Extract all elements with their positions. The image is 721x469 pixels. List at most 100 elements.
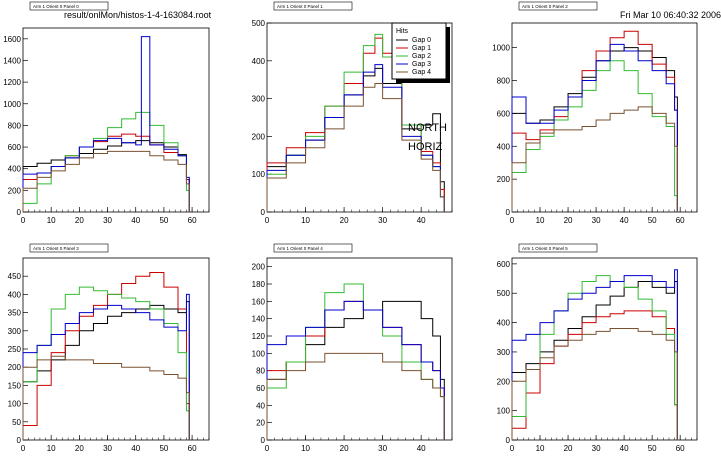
y-tick-label: 200 [8,186,22,195]
x-tick-label: 20 [340,216,349,225]
y-tick-label: 600 [497,260,511,269]
series-gap-3 [22,293,190,440]
x-tick-label: 0 [21,216,26,225]
y-tick-label: 200 [252,132,266,141]
y-tick-label: 1200 [3,78,21,87]
x-tick-label: 40 [131,216,140,225]
x-tick-label: 60 [188,216,197,225]
x-tick-label: 40 [620,216,629,225]
x-tick-label: 30 [592,216,601,225]
panel-title: Arm 1 Orient 0 Panel 5 [522,246,568,251]
y-tick-label: 50 [12,418,21,427]
y-tick-label: 300 [497,348,511,357]
x-tick-label: 0 [510,444,515,453]
series-gap-3 [511,269,678,440]
x-tick-label: 40 [417,216,426,225]
y-tick-label: 0 [17,436,22,445]
y-tick-label: 200 [497,175,511,184]
panel-title-box [273,1,353,11]
y-tick-label: 400 [497,319,511,328]
panel-title-box [29,243,109,253]
x-tick-label: 20 [564,216,573,225]
panel-title: Arm 1 Orient 0 Panel 2 [522,4,568,9]
x-tick-label: 30 [378,444,387,453]
x-tick-label: 30 [378,216,387,225]
x-tick-label: 0 [510,216,515,225]
series-gap-3 [22,36,190,212]
x-tick-label: 20 [75,444,84,453]
panel-title: Arm 1 Orient 0 Panel 0 [33,4,79,9]
y-tick-label: 0 [506,436,511,445]
y-tick-label: 100 [252,349,266,358]
histogram-panel-5: Arm 1 Orient 0 Panel 50 10 20 30 40 50 6001002… [497,243,698,453]
series-gap-2 [22,286,190,440]
histogram-panel-1: Arm 1 Orient 0 Panel 10 10 20 30 40010020030… [252,1,453,225]
x-tick-label: 20 [564,444,573,453]
y-tick-label: 400 [252,57,266,66]
x-tick-label: 10 [47,444,56,453]
series-gap-2 [511,275,678,440]
annotation-horiz: HORIZ [408,141,443,153]
x-tick-label: 20 [340,444,349,453]
legend-entry: Gap 1 [412,45,431,52]
y-tick-label: 400 [8,290,22,299]
y-tick-label: 500 [497,289,511,298]
y-tick-label: 0 [261,208,266,217]
y-tick-label: 600 [8,143,22,152]
series-gap-4 [511,327,678,440]
x-tick-label: 60 [676,444,685,453]
y-tick-label: 300 [252,95,266,104]
legend-entry: Gap 3 [412,61,431,68]
x-tick-label: 30 [103,444,112,453]
x-tick-label: 10 [301,444,310,453]
y-tick-label: 1000 [3,100,21,109]
legend-entry: Gap 2 [412,53,431,60]
series-gap-3 [511,43,678,212]
x-tick-label: 40 [620,444,629,453]
y-tick-label: 140 [252,315,266,324]
x-tick-label: 50 [159,216,168,225]
panel-title-box [518,1,598,11]
x-tick-label: 60 [188,444,197,453]
x-tick-label: 30 [103,216,112,225]
y-tick-label: 100 [8,400,22,409]
y-tick-label: 250 [8,345,22,354]
panel-title: Arm 1 Orient 0 Panel 4 [277,246,323,251]
panel-title-box [273,243,353,253]
y-tick-label: 0 [261,436,266,445]
histogram-panel-4: Arm 1 Orient 0 Panel 4 0 10 20 30 40 0 20 40 60 80… [252,243,453,453]
histogram-panel-0: Arm 1 Orient 0 Panel 00 10 20 30 40 50 6002004… [3,1,210,225]
y-tick-label: 500 [252,19,266,28]
y-tick-label: 300 [8,327,22,336]
legend-entry: Gap 0 [412,37,431,44]
y-tick-label: 40 [256,401,265,410]
y-tick-label: 20 [256,419,265,428]
y-tick-label: 60 [256,384,265,393]
y-tick-label: 80 [256,367,265,376]
y-tick-label: 0 [17,208,22,217]
y-tick-label: 150 [8,381,22,390]
y-tick-label: 200 [497,377,511,386]
y-tick-label: 1600 [3,35,21,44]
y-tick-label: 800 [497,77,511,86]
x-tick-label: 10 [47,216,56,225]
x-tick-label: 20 [75,216,84,225]
y-tick-label: 120 [252,332,266,341]
x-tick-label: 30 [592,444,601,453]
x-tick-label: 10 [301,216,310,225]
y-tick-label: 0 [506,208,511,217]
series-gap-3 [266,300,445,440]
x-tick-label: 50 [159,444,168,453]
panel-title: Arm 1 Orient 0 Panel 3 [33,246,79,251]
x-tick-label: 0 [21,444,26,453]
timestamp: Fri Mar 10 06:40:32 2006 [620,10,721,20]
y-tick-label: 160 [252,297,266,306]
y-tick-label: 1400 [3,56,21,65]
series-gap-4 [22,150,190,212]
y-tick-label: 400 [8,165,22,174]
y-tick-label: 180 [252,280,266,289]
y-tick-label: 200 [8,363,22,372]
histogram-panel-2: Arm 1 Orient 0 Panel 20 10 20 30 40 50 6002004… [492,1,698,225]
